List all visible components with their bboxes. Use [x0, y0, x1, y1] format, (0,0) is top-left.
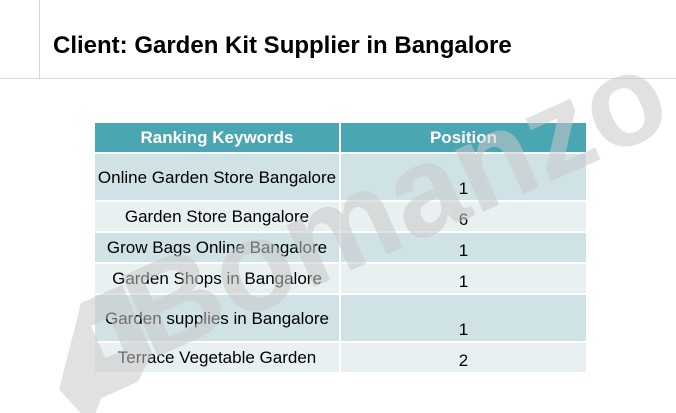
- position-cell: 1: [340, 153, 586, 202]
- keyword-cell: Garden Store Bangalore: [95, 201, 341, 233]
- slide-title: Client: Garden Kit Supplier in Bangalore: [53, 32, 512, 59]
- ranking-table: Ranking Keywords Position Online Garden …: [95, 123, 586, 374]
- position-cell: 6: [340, 201, 586, 233]
- table-row: Garden Store Bangalore 6: [95, 201, 586, 233]
- position-cell: 1: [340, 232, 586, 264]
- table-row: Garden Shops in Bangalore 1: [95, 263, 586, 295]
- position-cell: 1: [340, 294, 586, 343]
- keyword-cell: Garden supplies in Bangalore: [95, 294, 341, 343]
- keyword-cell: Terrace Vegetable Garden: [95, 342, 341, 374]
- keyword-cell: Grow Bags Online Bangalore: [95, 232, 341, 264]
- keyword-cell: Online Garden Store Bangalore: [95, 153, 341, 202]
- table-row: Garden supplies in Bangalore 1: [95, 294, 586, 343]
- header-position: Position: [340, 123, 586, 154]
- table-row: Grow Bags Online Bangalore 1: [95, 232, 586, 264]
- header-ranking-keywords: Ranking Keywords: [95, 123, 341, 154]
- position-cell: 1: [340, 263, 586, 295]
- table-header-row: Ranking Keywords Position: [95, 123, 586, 154]
- left-divider: [39, 0, 40, 79]
- table-row: Online Garden Store Bangalore 1: [95, 153, 586, 202]
- header-divider: [0, 78, 676, 79]
- table-row: Terrace Vegetable Garden 2: [95, 342, 586, 374]
- position-cell: 2: [340, 342, 586, 374]
- keyword-cell: Garden Shops in Bangalore: [95, 263, 341, 295]
